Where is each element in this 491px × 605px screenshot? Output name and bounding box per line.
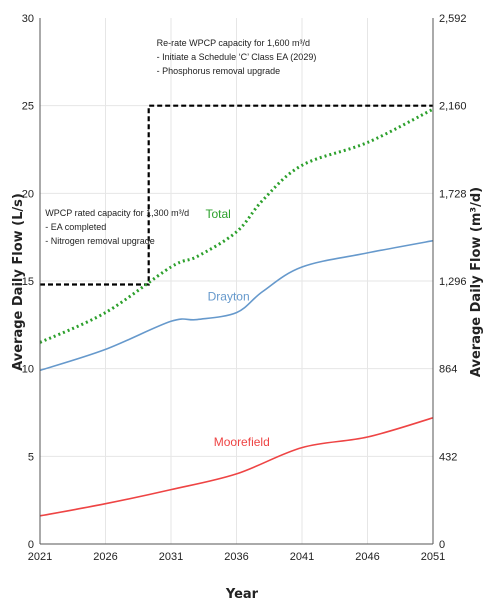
grid — [40, 18, 433, 544]
y-left-tick-label: 30 — [22, 13, 34, 25]
annotation-line: Re-rate WPCP capacity for 1,600 m³/d — [157, 38, 310, 48]
y-right-tick-label: 2,592 — [439, 13, 467, 25]
series-label-moorefield: Moorefield — [214, 435, 270, 449]
series-label-total: Total — [205, 207, 230, 221]
annotation-line: - Initiate a Schedule ‘C’ Class EA (2029… — [157, 52, 317, 62]
annotation-line: - Nitrogen removal upgrade — [45, 236, 155, 246]
y-right-tick-label: 1,296 — [439, 276, 467, 288]
y-right-tick-label: 2,160 — [439, 101, 467, 113]
y-axis-left-title: Average Daily Flow (L/s) — [11, 193, 26, 371]
series-labels: Total Drayton Moorefield — [205, 207, 269, 449]
annotations: WPCP rated capacity for 1,300 m³/d - EA c… — [45, 38, 316, 246]
x-tick-label: 2046 — [355, 551, 379, 563]
y-right-tick-label: 0 — [439, 539, 445, 551]
x-tick-label: 2026 — [93, 551, 117, 563]
annotation-line: - EA completed — [45, 222, 106, 232]
x-axis-title: Year — [225, 587, 259, 602]
y-left-tick-label: 10 — [22, 364, 34, 376]
x-tick-label: 2021 — [28, 551, 52, 563]
y-right-tick-label: 432 — [439, 451, 457, 463]
series-line-moorefield — [39, 417, 434, 517]
annotation-block: Re-rate WPCP capacity for 1,600 m³/d - In… — [157, 38, 317, 76]
annotation-line: - Phosphorus removal upgrade — [157, 66, 281, 76]
annotation-block: WPCP rated capacity for 1,300 m³/d - EA c… — [45, 208, 189, 246]
y-left-tick-label: 15 — [22, 276, 34, 288]
x-tick-label: 2041 — [290, 551, 314, 563]
y-right-tick-label: 864 — [439, 364, 457, 376]
series-label-drayton: Drayton — [208, 289, 250, 303]
y-right-tick-label: 1,728 — [439, 188, 467, 200]
y-left-tick-label: 0 — [28, 539, 34, 551]
y-left-tick-label: 20 — [22, 188, 34, 200]
x-tick-label: 2036 — [224, 551, 248, 563]
y-left-tick-label: 5 — [28, 451, 34, 463]
y-axis-right-title: Average Daily Flow (m³/d) — [469, 187, 484, 377]
axes — [39, 18, 434, 545]
tick-labels: 0 0 5 432 10 864 15 1,296 20 1,728 25 2,160 30 2,592 2… — [22, 13, 467, 563]
series-line-total — [39, 107, 434, 344]
y-left-tick-label: 25 — [22, 101, 34, 113]
annotation-line: WPCP rated capacity for 1,300 m³/d — [45, 208, 189, 218]
series-line-drayton — [39, 239, 434, 372]
x-tick-label: 2051 — [421, 551, 445, 563]
series-group — [39, 107, 434, 517]
x-tick-label: 2031 — [159, 551, 183, 563]
